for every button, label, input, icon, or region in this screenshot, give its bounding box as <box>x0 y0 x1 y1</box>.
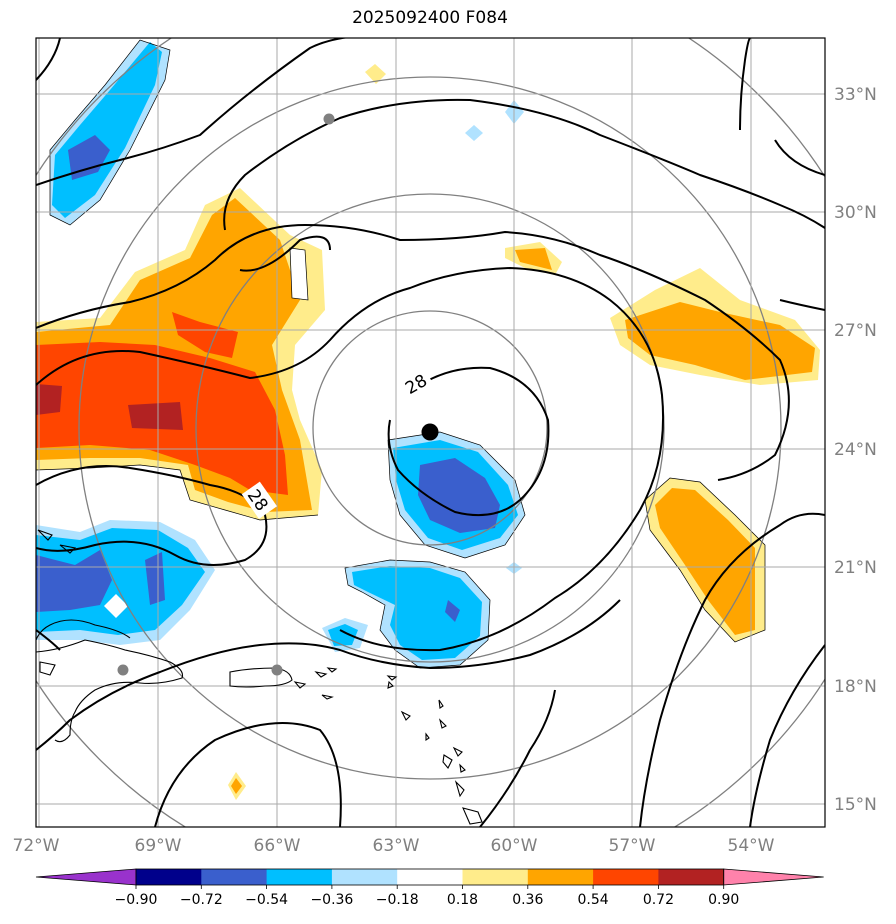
colorbar-segment <box>201 869 268 885</box>
colorbar-segment <box>658 869 725 885</box>
lat-label: 15°N <box>834 795 877 815</box>
colorbar-tick-label: −0.90 <box>115 892 158 908</box>
lon-label: 63°W <box>373 836 420 856</box>
colorbar-tick-label: −0.18 <box>376 892 419 908</box>
colorbar-tick-label: −0.72 <box>180 892 223 908</box>
puerto-rico <box>229 667 293 688</box>
colorbar-segment <box>136 869 202 885</box>
map-frame <box>35 37 826 828</box>
lon-label: 60°W <box>491 836 538 856</box>
lat-label: 24°N <box>834 440 877 460</box>
range-ring-3 <box>78 76 782 780</box>
colorbar-tick-label: 0.90 <box>708 892 739 908</box>
colorbar-segment <box>593 869 659 885</box>
lon-label: 57°W <box>609 836 656 856</box>
location-marker <box>323 113 335 125</box>
colorbar-segment <box>527 869 594 885</box>
colorbar-tick-label: −0.54 <box>245 892 288 908</box>
lat-label: 27°N <box>834 321 877 341</box>
lat-label: 30°N <box>834 203 877 223</box>
location-marker <box>271 664 283 676</box>
colorbar <box>35 868 824 886</box>
colorbar-tick-label: 0.54 <box>578 892 609 908</box>
lat-label: 33°N <box>834 85 877 105</box>
colorbar-tick-label: 0.18 <box>447 892 478 908</box>
lat-label: 21°N <box>834 558 877 578</box>
colorbar-segment <box>397 869 463 885</box>
lon-label: 66°W <box>254 836 301 856</box>
lon-label: 69°W <box>135 836 182 856</box>
gridlines <box>36 38 825 827</box>
colorbar-extend-high <box>723 868 824 886</box>
range-ring-1 <box>312 310 548 546</box>
colorbar-labels: −0.90 −0.72 −0.54 −0.36 −0.18 0.18 0.36 0.54 0.7… <box>115 885 739 908</box>
positive-anomaly-west-max <box>36 384 62 415</box>
storm-center-marker <box>421 423 439 441</box>
colorbar-extend-low <box>35 868 137 886</box>
colorbar-frame <box>135 868 725 886</box>
lat-label: 18°N <box>834 677 877 697</box>
anomaly-outlines <box>36 39 766 669</box>
lon-label: 72°W <box>13 836 60 856</box>
colorbar-tick-label: −0.36 <box>310 892 353 908</box>
hispaniola <box>36 639 184 743</box>
coastlines <box>36 529 483 825</box>
colorbar-tick-label: 0.36 <box>512 892 543 908</box>
height-contours <box>36 38 825 827</box>
range-ring-2 <box>195 193 665 663</box>
colorbar-segment <box>331 869 398 885</box>
colorbar-segment <box>266 869 333 885</box>
latitude-labels: 33°N 30°N 27°N 24°N 21°N 18°N 15°N <box>834 85 877 815</box>
colorbar-tick-label: 0.72 <box>643 892 674 908</box>
location-marker <box>117 664 129 676</box>
map-title: 2025092400 F084 <box>352 8 508 28</box>
lon-label: 54°W <box>728 836 775 856</box>
longitude-labels: 72°W 69°W 66°W 63°W 60°W 57°W 54°W <box>13 836 775 856</box>
map-plot-area: 28 28 <box>36 38 825 827</box>
cuba-coast <box>36 619 131 641</box>
contour-28 <box>387 366 550 517</box>
range-rings <box>36 38 825 827</box>
colorbar-segment <box>462 869 529 885</box>
